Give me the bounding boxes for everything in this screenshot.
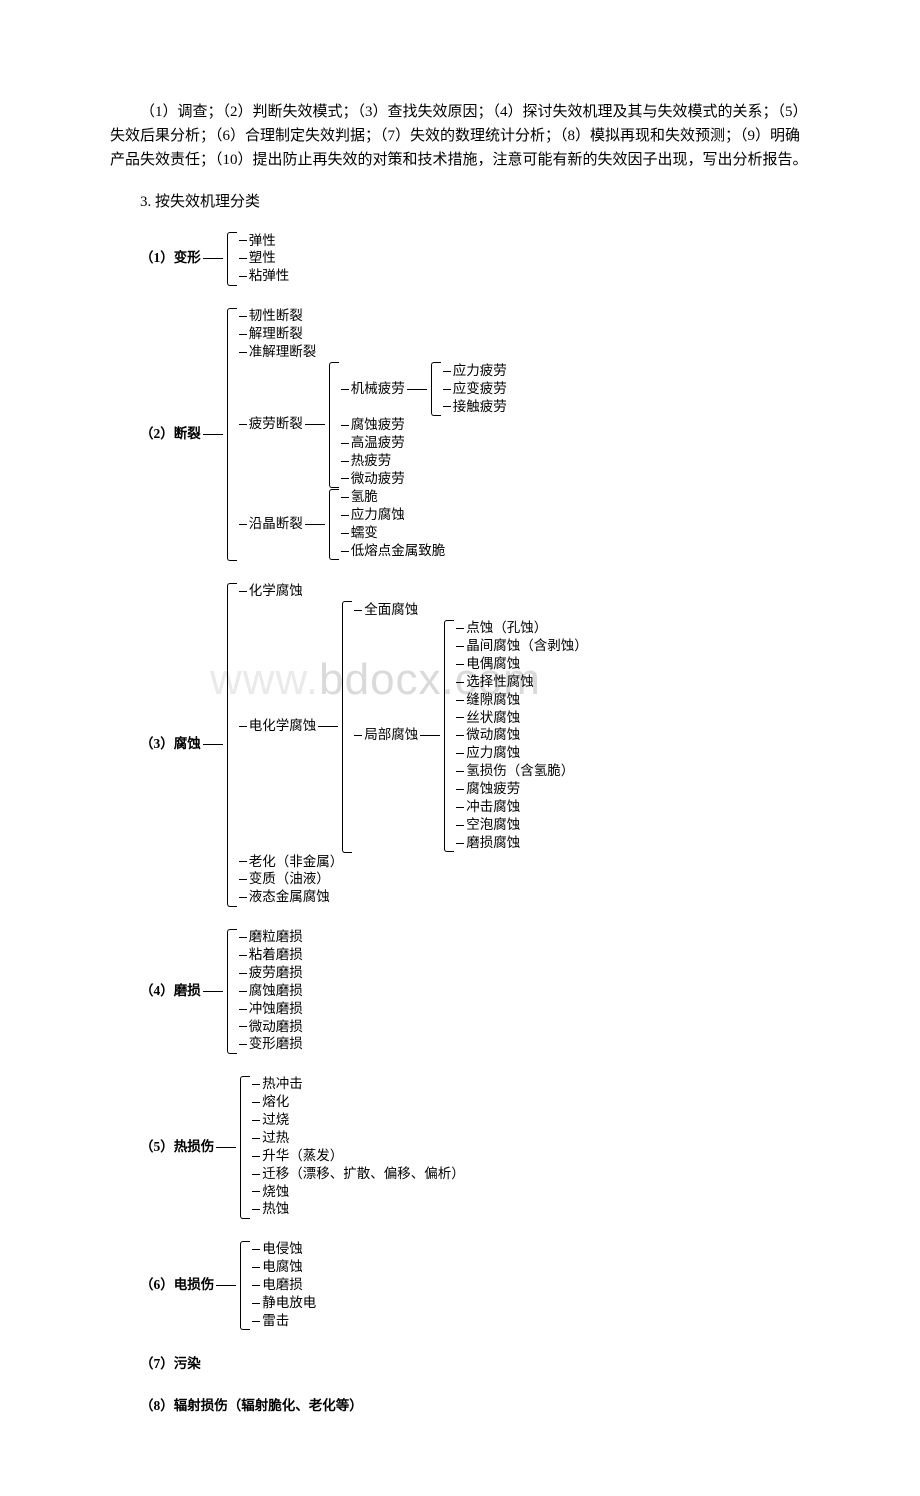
tree-3-local: 局部腐蚀 (364, 727, 418, 744)
tree-3-mid: 全面腐蚀 (364, 602, 418, 619)
tree-1-leaf: 塑性 (249, 250, 276, 267)
tree-3-leaf: 空泡腐蚀 (466, 817, 520, 834)
tree-2-branch-intergranular: 沿晶断裂 (249, 516, 303, 533)
tree-3-electrochem: 电化学腐蚀 (249, 718, 317, 735)
tree-5-leaf: 过热 (262, 1130, 289, 1147)
tree-6-leaf: 静电放电 (262, 1295, 316, 1312)
tree-3-leaf: 缝隙腐蚀 (466, 692, 520, 709)
tree-3-leaf: 变质（油液） (249, 871, 330, 888)
tree-2-leaf: 解理断裂 (249, 326, 303, 343)
tree-2-leaf: 接触疲劳 (453, 399, 507, 416)
tree-3-leaf: 选择性腐蚀 (466, 674, 534, 691)
tree-3-leaf: 丝状腐蚀 (466, 710, 520, 727)
tree-2-leaf: 准解理断裂 (249, 344, 317, 361)
tree-5-leaf: 过烧 (262, 1112, 289, 1129)
tree-4-leaf: 腐蚀磨损 (249, 983, 303, 1000)
intro-paragraph: （1）调查；（2）判断失效模式；（3）查找失效原因；（4）探讨失效机理及其与失效… (110, 100, 810, 172)
section-heading: 3. 按失效机理分类 (110, 190, 810, 214)
tree-4-root: （4）磨损 (140, 983, 201, 1000)
tree-8-radiation: （8）辐射损伤（辐射脆化、老化等） (140, 1394, 810, 1414)
tree-2-branch-fatigue: 疲劳断裂 (249, 416, 303, 433)
tree-3-leaf: 点蚀（孔蚀） (466, 620, 547, 637)
tree-6-leaf: 电侵蚀 (262, 1241, 303, 1258)
tree-7-pollution: （7）污染 (140, 1352, 810, 1372)
tree-5-leaf: 热冲击 (262, 1076, 303, 1093)
connector (203, 991, 223, 992)
tree-1-leaf: 粘弹性 (249, 268, 290, 285)
tree-4-leaf: 粘着磨损 (249, 947, 303, 964)
tree-2-leaf: 腐蚀疲劳 (351, 417, 405, 434)
tree-4-leaf: 冲蚀磨损 (249, 1001, 303, 1018)
tree-5-leaf: 热蚀 (262, 1201, 289, 1218)
tree-1-root: （1）变形 (140, 250, 201, 267)
tree-2-leaf: 低熔点金属致脆 (351, 543, 446, 560)
tree-3-leaf: 化学腐蚀 (249, 583, 303, 600)
tree-3-leaf: 氢损伤（含氢脆） (466, 763, 574, 780)
connector (203, 434, 223, 435)
tree-2-leaf: 韧性断裂 (249, 308, 303, 325)
tree-3-leaf: 老化（非金属） (249, 854, 344, 871)
tree-3-leaf: 液态金属腐蚀 (249, 889, 330, 906)
tree-3-leaf: 应力腐蚀 (466, 745, 520, 762)
tree-2-branch-mech-fatigue: 机械疲劳 (351, 381, 405, 398)
tree-5-thermal: （5）热损伤 热冲击 熔化 过烧 过热 升华（蒸发） 迁移（漂移、扩散、偏移、偏… (140, 1076, 810, 1219)
tree-4-leaf: 变形磨损 (249, 1036, 303, 1053)
tree-6-leaf: 电腐蚀 (262, 1259, 303, 1276)
tree-5-leaf: 熔化 (262, 1094, 289, 1111)
tree-5-root: （5）热损伤 (140, 1139, 214, 1156)
tree-3-leaf: 磨损腐蚀 (466, 835, 520, 852)
tree-2-leaf: 蠕变 (351, 525, 378, 542)
tree-3-leaf: 冲击腐蚀 (466, 799, 520, 816)
tree-1-leaf: 弹性 (249, 233, 276, 250)
connector (216, 1285, 236, 1286)
tree-1-deformation: （1）变形 弹性 塑性 粘弹性 (140, 232, 810, 286)
tree-6-leaf: 电磨损 (262, 1277, 303, 1294)
tree-6-root: （6）电损伤 (140, 1277, 214, 1294)
tree-5-leaf: 升华（蒸发） (262, 1148, 343, 1165)
tree-3-leaf: 电偶腐蚀 (466, 656, 520, 673)
tree-4-leaf: 微动磨损 (249, 1019, 303, 1036)
tree-4-leaf: 磨粒磨损 (249, 929, 303, 946)
connector (216, 1147, 236, 1148)
tree-5-leaf: 烧蚀 (262, 1184, 289, 1201)
tree-6-electrical: （6）电损伤 电侵蚀 电腐蚀 电磨损 静电放电 雷击 (140, 1241, 810, 1330)
tree-5-leaf: 迁移（漂移、扩散、偏移、偏析） (262, 1166, 465, 1183)
tree-2-leaf: 氢脆 (351, 489, 378, 506)
tree-2-leaf: 应变疲劳 (453, 381, 507, 398)
tree-3-root: （3）腐蚀 (140, 736, 201, 753)
connector (203, 744, 223, 745)
tree-3-leaf: 腐蚀疲劳 (466, 781, 520, 798)
tree-2-root: （2）断裂 (140, 426, 201, 443)
tree-3-corrosion: （3）腐蚀 化学腐蚀 电化学腐蚀 全面腐蚀 局部腐蚀 (140, 583, 810, 907)
connector (203, 258, 223, 259)
tree-3-leaf: 微动腐蚀 (466, 727, 520, 744)
tree-2-leaf: 热疲劳 (351, 453, 392, 470)
tree-4-leaf: 疲劳磨损 (249, 965, 303, 982)
tree-3-leaf: 晶间腐蚀（含剥蚀） (466, 638, 588, 655)
tree-6-leaf: 雷击 (262, 1313, 289, 1330)
tree-2-leaf: 应力腐蚀 (351, 507, 405, 524)
tree-2-fracture: （2）断裂 韧性断裂 解理断裂 准解理断裂 疲劳断裂 (140, 308, 810, 561)
tree-2-leaf: 微动疲劳 (351, 471, 405, 488)
tree-2-leaf: 应力疲劳 (453, 363, 507, 380)
tree-2-leaf: 高温疲劳 (351, 435, 405, 452)
tree-4-wear: （4）磨损 磨粒磨损 粘着磨损 疲劳磨损 腐蚀磨损 冲蚀磨损 微动磨损 变形磨损 (140, 929, 810, 1054)
